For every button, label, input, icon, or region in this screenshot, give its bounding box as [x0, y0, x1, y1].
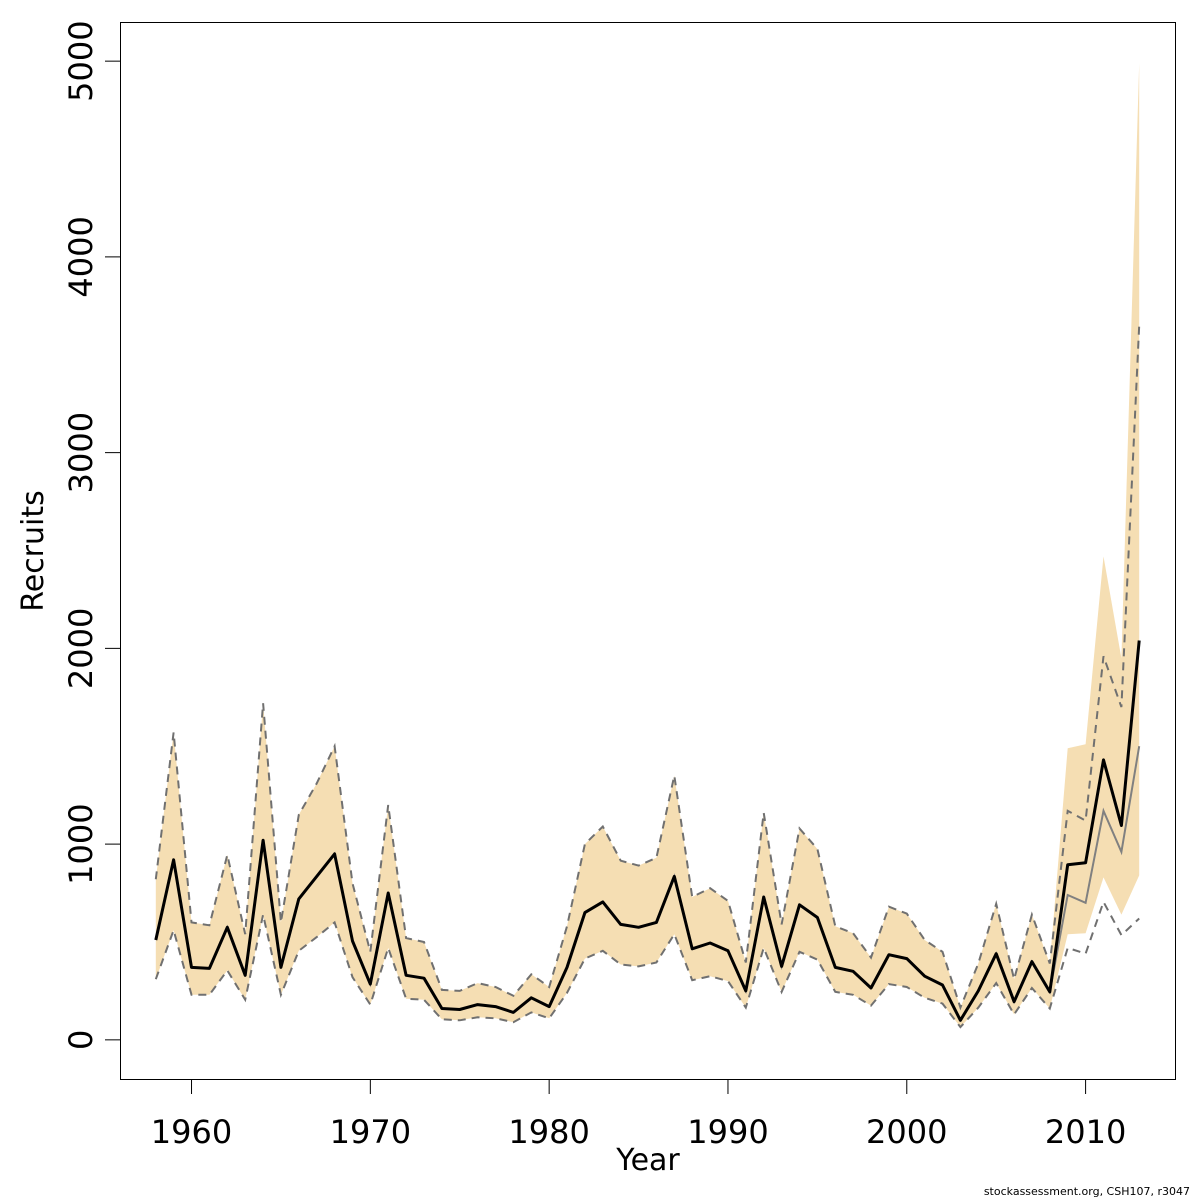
x-axis: 1960 1970 1980 1990 2000 2010 [151, 1079, 1126, 1151]
y-tick-label-0: 0 [62, 1030, 100, 1050]
x-tick-label-1980: 1980 [508, 1113, 589, 1151]
y-tick-label-3000: 3000 [62, 412, 100, 493]
secondary-upper-line [154, 325, 1141, 1011]
y-tick-label-5000: 5000 [62, 20, 100, 101]
x-tick-label-1970: 1970 [330, 1113, 411, 1151]
y-tick-label-1000: 1000 [62, 803, 100, 884]
estimate-line-0 [154, 640, 1141, 1022]
x-tick-label-2010: 2010 [1045, 1113, 1126, 1151]
y-tick-label-4000: 4000 [62, 216, 100, 297]
x-tick-label-1990: 1990 [687, 1113, 768, 1151]
y-axis-label: Recruits [16, 490, 51, 612]
x-tick-label-1960: 1960 [151, 1113, 232, 1151]
estimate-series [154, 640, 1141, 1022]
footer-credit: stockassessment.org, CSH107, r3047 [983, 1185, 1190, 1198]
x-axis-label: Year [615, 1143, 680, 1178]
band-area [155, 63, 1140, 1028]
y-tick-label-2000: 2000 [62, 608, 100, 689]
confidence-band [155, 63, 1140, 1028]
x-tick-label-2000: 2000 [866, 1113, 947, 1151]
y-axis: 0 1000 2000 3000 4000 5000 [62, 20, 121, 1050]
